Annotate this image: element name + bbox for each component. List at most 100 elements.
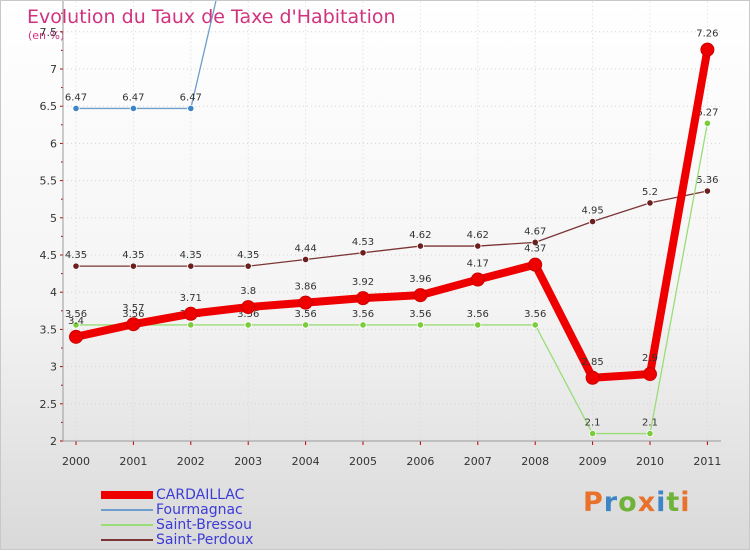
data-point-saint-bressou xyxy=(187,321,195,329)
data-point-saint-perdoux xyxy=(703,187,712,195)
legend-swatch-saint-perdoux xyxy=(101,539,153,541)
data-point-cardaillac xyxy=(298,295,313,310)
x-tick-label: 2011 xyxy=(693,455,721,468)
legend-label-fourmagnac: Fourmagnac xyxy=(156,502,243,518)
logo-letter: i xyxy=(680,487,691,518)
y-tick-label: 3 xyxy=(50,361,57,374)
data-point-fourmagnac xyxy=(187,104,195,113)
series-line-cardaillac xyxy=(75,48,712,382)
data-label-saint-perdoux: 4.35 xyxy=(180,250,202,261)
data-point-saint-bressou xyxy=(531,321,539,329)
x-tick-label: 2005 xyxy=(349,455,377,468)
data-point-saint-bressou xyxy=(359,321,367,329)
logo-letter: t xyxy=(666,487,681,518)
data-label-cardaillac: 3.4 xyxy=(68,316,84,327)
data-label-saint-perdoux: 4.35 xyxy=(65,250,87,261)
data-label-saint-perdoux: 4.35 xyxy=(122,250,144,261)
x-tick-label: 2009 xyxy=(579,455,607,468)
data-point-saint-perdoux xyxy=(359,249,367,257)
data-label-cardaillac: 2.9 xyxy=(642,353,658,364)
x-tick-label: 2000 xyxy=(62,455,90,468)
y-tick-label: 2 xyxy=(50,435,57,448)
data-point-cardaillac xyxy=(241,300,256,315)
data-point-saint-perdoux xyxy=(187,262,195,270)
data-point-cardaillac xyxy=(585,370,600,385)
data-label-fourmagnac: 6.47 xyxy=(122,92,144,103)
data-label-saint-perdoux: 4.67 xyxy=(524,226,546,237)
data-label-saint-bressou: 3.56 xyxy=(294,309,316,320)
data-point-fourmagnac xyxy=(72,104,80,113)
x-tick-label: 2001 xyxy=(119,455,147,468)
data-point-cardaillac xyxy=(700,42,715,57)
logo-letter: r xyxy=(603,487,619,518)
data-label-saint-perdoux: 4.62 xyxy=(409,230,431,241)
data-point-cardaillac xyxy=(413,288,428,303)
proxiti-logo: Proxiti xyxy=(583,487,691,518)
logo-letter: P xyxy=(583,487,604,518)
x-tick-label: 2002 xyxy=(177,455,205,468)
data-label-cardaillac: 7.26 xyxy=(696,29,718,40)
data-label-saint-bressou: 3.56 xyxy=(524,309,546,320)
data-point-saint-bressou xyxy=(301,321,310,329)
logo-letter: i xyxy=(656,487,667,518)
data-label-saint-bressou: 2.1 xyxy=(642,418,658,429)
y-tick-label: 6 xyxy=(50,137,57,150)
logo-letter: o xyxy=(618,487,638,518)
y-tick-label: 6.5 xyxy=(40,100,58,113)
data-label-saint-perdoux: 4.53 xyxy=(352,237,374,248)
data-point-saint-perdoux xyxy=(301,255,310,264)
data-point-saint-perdoux xyxy=(588,217,597,226)
data-point-saint-bressou xyxy=(703,119,712,127)
data-point-saint-perdoux xyxy=(416,242,424,250)
legend-label-saint-perdoux: Saint-Perdoux xyxy=(156,532,254,548)
data-point-saint-bressou xyxy=(72,321,80,329)
data-point-saint-perdoux xyxy=(244,262,252,270)
data-label-cardaillac: 3.92 xyxy=(352,277,374,288)
data-label-saint-perdoux: 5.2 xyxy=(642,187,658,198)
data-label-cardaillac: 3.8 xyxy=(240,286,256,297)
data-label-cardaillac: 3.86 xyxy=(294,282,316,293)
data-label-saint-perdoux: 4.62 xyxy=(467,230,489,241)
y-tick-label: 7 xyxy=(50,63,57,76)
data-point-cardaillac xyxy=(126,317,141,332)
data-label-cardaillac: 3.57 xyxy=(122,303,144,314)
legend-swatch-cardaillac xyxy=(101,491,153,499)
data-label-fourmagnac: 6.47 xyxy=(180,92,202,103)
data-point-cardaillac xyxy=(183,306,198,321)
y-tick-label: 2.5 xyxy=(40,398,58,411)
legend-label-cardaillac: CARDAILLAC xyxy=(156,487,245,503)
data-label-saint-perdoux: 4.95 xyxy=(581,206,603,217)
data-label-cardaillac: 3.96 xyxy=(409,274,431,285)
data-point-cardaillac xyxy=(470,272,485,287)
data-label-saint-bressou: 3.56 xyxy=(122,309,144,320)
x-tick-label: 2003 xyxy=(234,455,262,468)
legend-label-saint-bressou: Saint-Bressou xyxy=(156,517,252,533)
x-tick-label: 2004 xyxy=(292,455,320,468)
legend-swatch-saint-bressou xyxy=(101,524,153,526)
data-point-saint-bressou xyxy=(244,321,252,329)
data-point-saint-bressou xyxy=(474,321,482,329)
x-tick-label: 2006 xyxy=(406,455,434,468)
data-point-cardaillac xyxy=(69,329,83,344)
y-tick-label: 5 xyxy=(50,212,57,225)
data-label-cardaillac: 3.71 xyxy=(180,293,202,304)
data-label-saint-perdoux: 4.44 xyxy=(294,243,316,254)
x-tick-label: 2008 xyxy=(521,455,549,468)
data-point-saint-perdoux xyxy=(129,262,137,270)
y-tick-label: 7.5 xyxy=(40,26,58,39)
data-point-saint-perdoux xyxy=(646,199,654,207)
x-tick-label: 2007 xyxy=(464,455,492,468)
y-axis-unit-label: (en %) xyxy=(28,29,65,42)
y-tick-label: 4.5 xyxy=(40,249,58,262)
series-line-fourmagnac xyxy=(76,1,217,110)
y-tick-label: 8 xyxy=(50,1,57,2)
data-label-cardaillac: 4.17 xyxy=(467,259,489,270)
data-point-saint-perdoux xyxy=(474,242,482,250)
data-label-saint-bressou: 3.56 xyxy=(467,309,489,320)
data-label-saint-bressou: 2.1 xyxy=(585,418,601,429)
data-point-cardaillac xyxy=(643,367,657,382)
x-tick-label: 2010 xyxy=(636,455,664,468)
data-point-cardaillac xyxy=(528,257,543,272)
